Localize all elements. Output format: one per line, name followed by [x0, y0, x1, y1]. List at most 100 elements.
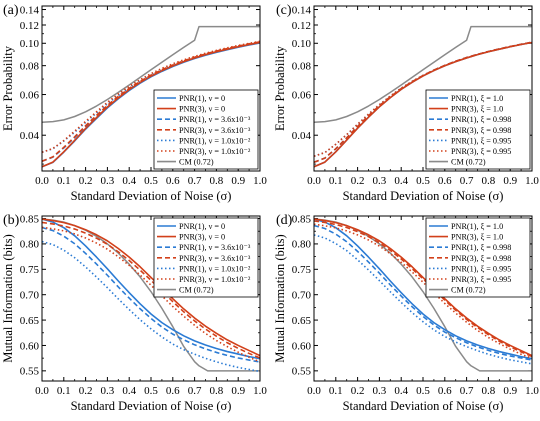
y-tick-label: 0.80 — [20, 239, 40, 251]
series-line-3 — [42, 221, 260, 359]
x-tick-label: 0.4 — [122, 175, 136, 187]
x-tick-label: 0.7 — [188, 175, 202, 187]
series-line-0 — [42, 218, 260, 360]
legend-entry: PNR(1), ξ = 0.995 — [451, 264, 511, 273]
x-tick-label: 0.0 — [307, 385, 321, 397]
series-group — [314, 218, 532, 372]
legend-entry: CM (0.72) — [451, 158, 486, 167]
legend-entry: PNR(3), ξ = 1.0 — [451, 233, 503, 242]
x-tick-label: 0.0 — [307, 175, 321, 187]
x-tick-label: 0.9 — [231, 385, 245, 397]
y-axis-label: Error Probability — [273, 45, 287, 131]
y-axis-ticks: 0.55 0.60 0.65 0.70 0.75 0.80 0.85 — [20, 213, 260, 378]
x-tick-label: 1.0 — [525, 175, 539, 187]
series-line-5 — [42, 40, 260, 154]
series-line-5 — [314, 223, 532, 360]
legend-entry: PNR(1), ν = 1.0x10⁻² — [179, 136, 251, 145]
x-tick-label: 0.3 — [373, 175, 387, 187]
y-tick-label: 0.85 — [292, 213, 312, 225]
y-tick-label: 0.06 — [20, 89, 40, 101]
plot-frame — [41, 5, 261, 172]
legend-entry: PNR(3), ν = 0 — [179, 105, 225, 114]
x-tick-label: 0.5 — [416, 385, 430, 397]
x-tick-label: 1.0 — [253, 385, 267, 397]
plot-frame — [41, 215, 261, 382]
x-tick-label: 0.7 — [460, 175, 474, 187]
y-tick-label: 0.08 — [292, 60, 312, 72]
x-axis-label: Standard Deviation of Noise (σ) — [343, 399, 504, 413]
legend-box — [153, 89, 259, 170]
x-tick-label: 0.2 — [351, 385, 365, 397]
x-tick-label: 0.1 — [329, 175, 343, 187]
plot-frame — [313, 215, 533, 382]
legend-entry: PNR(3), ξ = 0.995 — [451, 147, 511, 156]
legend-entry: CM (0.72) — [451, 286, 486, 295]
series-line-6 — [42, 25, 260, 124]
legend-entry: PNR(3), ν = 1.0x10⁻² — [179, 147, 251, 156]
legend-entry: PNR(1), ν = 3.6x10⁻³ — [179, 115, 251, 124]
y-tick-label: 0.55 — [292, 366, 312, 378]
x-tick-label: 1.0 — [253, 175, 267, 187]
legend-entry: PNR(1), ν = 0 — [179, 222, 225, 231]
series-line-1 — [314, 218, 532, 357]
x-tick-label: 0.9 — [231, 175, 245, 187]
y-axis-label: Error Probability — [1, 45, 15, 131]
x-tick-label: 0.0 — [35, 385, 49, 397]
legend-box — [425, 89, 531, 170]
y-tick-label: 0.80 — [292, 239, 312, 251]
legend-entry: PNR(3), ξ = 1.0 — [451, 105, 503, 114]
x-tick-label: 0.8 — [482, 175, 496, 187]
x-axis-ticks: 0.0 0.1 0.2 0.3 0.4 0.5 0.6 0.7 0.8 0.9 1.0 — [35, 6, 267, 187]
legend-entry: PNR(1), ξ = 0.998 — [451, 243, 511, 252]
series-line-2 — [42, 226, 260, 363]
panel-label: (b) — [3, 213, 20, 228]
y-tick-label: 0.12 — [20, 20, 39, 32]
x-tick-label: 0.8 — [210, 175, 224, 187]
legend-entry: PNR(1), ξ = 0.998 — [451, 115, 511, 124]
x-tick-label: 0.6 — [438, 385, 452, 397]
series-line-0 — [314, 218, 532, 360]
x-tick-label: 0.0 — [35, 175, 49, 187]
legend-entry: PNR(3), ν = 1.0x10⁻² — [179, 275, 251, 284]
legend-entry: PNR(1), ξ = 1.0 — [451, 222, 503, 231]
x-tick-label: 0.1 — [57, 175, 71, 187]
y-axis-ticks: 0.55 0.60 0.65 0.70 0.75 0.80 0.85 — [292, 213, 532, 378]
x-axis-label: Standard Deviation of Noise (σ) — [71, 189, 232, 203]
x-tick-label: 0.3 — [373, 385, 387, 397]
x-tick-label: 0.5 — [144, 385, 158, 397]
x-tick-label: 0.2 — [79, 385, 93, 397]
y-tick-label: 0.12 — [292, 20, 311, 32]
x-axis-label: Standard Deviation of Noise (σ) — [71, 399, 232, 413]
y-tick-label: 0.75 — [20, 264, 40, 276]
y-tick-label: 0.65 — [20, 315, 40, 327]
x-tick-label: 0.4 — [394, 175, 408, 187]
y-tick-label: 0.75 — [292, 264, 312, 276]
legend-entry: CM (0.72) — [179, 286, 214, 295]
x-tick-label: 0.4 — [394, 385, 408, 397]
y-tick-label: 0.04 — [292, 130, 312, 142]
legend-entry: PNR(3), ν = 3.6x10⁻³ — [179, 126, 251, 135]
y-axis-ticks: 0.04 0.06 0.08 0.10 0.12 0.14 — [292, 4, 532, 165]
panel-b: 0.0 0.1 0.2 0.3 0.4 0.5 0.6 0.7 0.8 0.9 1.0 0.55 0.6… — [1, 213, 267, 413]
series-line-5 — [42, 226, 260, 363]
legend-box — [425, 217, 531, 298]
x-tick-label: 0.9 — [503, 175, 517, 187]
legend-box — [153, 217, 259, 298]
y-tick-label: 0.14 — [292, 4, 312, 16]
x-tick-label: 0.1 — [329, 385, 343, 397]
x-tick-label: 0.4 — [122, 385, 136, 397]
panel-a: 0.0 0.1 0.2 0.3 0.4 0.5 0.6 0.7 0.8 0.9 1.00.040.0… — [1, 3, 267, 203]
y-tick-label: 0.06 — [292, 89, 312, 101]
legend-entry: PNR(3), ξ = 0.998 — [451, 126, 511, 135]
panel-label: (c) — [276, 3, 292, 18]
y-tick-label: 0.08 — [20, 60, 40, 72]
x-tick-label: 0.5 — [144, 175, 158, 187]
series-line-4 — [42, 240, 260, 373]
x-tick-label: 0.5 — [416, 175, 430, 187]
series-line-3 — [314, 220, 532, 358]
